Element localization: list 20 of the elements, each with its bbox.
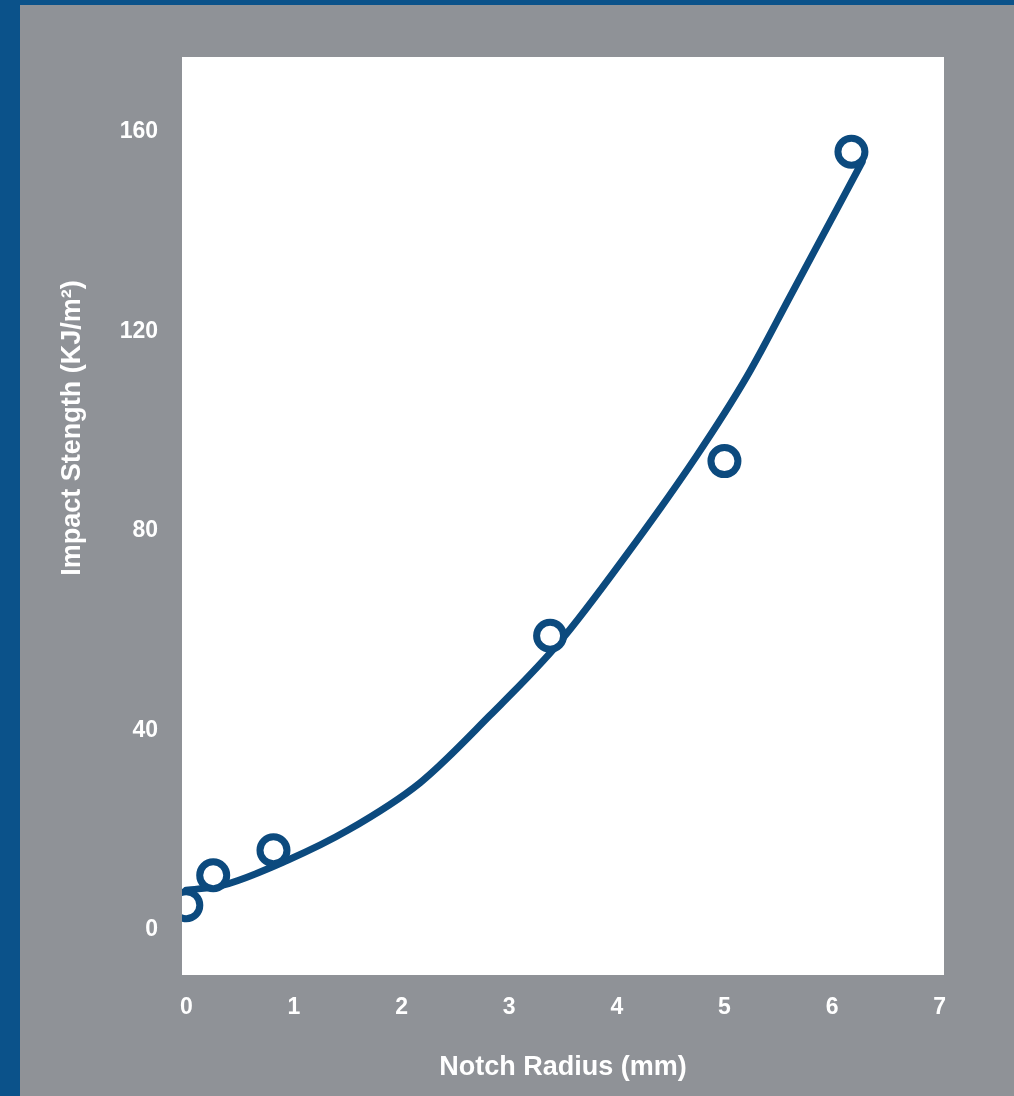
y-tick-label: 80 — [132, 516, 158, 543]
x-tick-label: 4 — [610, 993, 624, 1020]
x-tick-label: 7 — [933, 993, 947, 1020]
point — [196, 858, 231, 893]
y-tick-label: 120 — [119, 316, 158, 343]
y-tick-label: 40 — [132, 715, 158, 742]
point — [533, 618, 568, 653]
point — [707, 444, 742, 479]
x-tick-label: 5 — [718, 993, 732, 1020]
y-axis-title: Impact Stength (KJ/m²) — [56, 280, 87, 576]
point — [834, 134, 869, 169]
x-tick-label: 0 — [179, 993, 193, 1020]
y-tick-label: 0 — [145, 915, 158, 942]
x-tick-label: 6 — [825, 993, 839, 1020]
x-tick-label: 1 — [287, 993, 301, 1020]
y-tick-label: 160 — [119, 117, 158, 144]
x-axis-title: Notch Radius (mm) — [439, 1051, 687, 1082]
x-tick-label: 3 — [502, 993, 516, 1020]
x-tick-label: 2 — [395, 993, 408, 1020]
point — [256, 833, 291, 868]
